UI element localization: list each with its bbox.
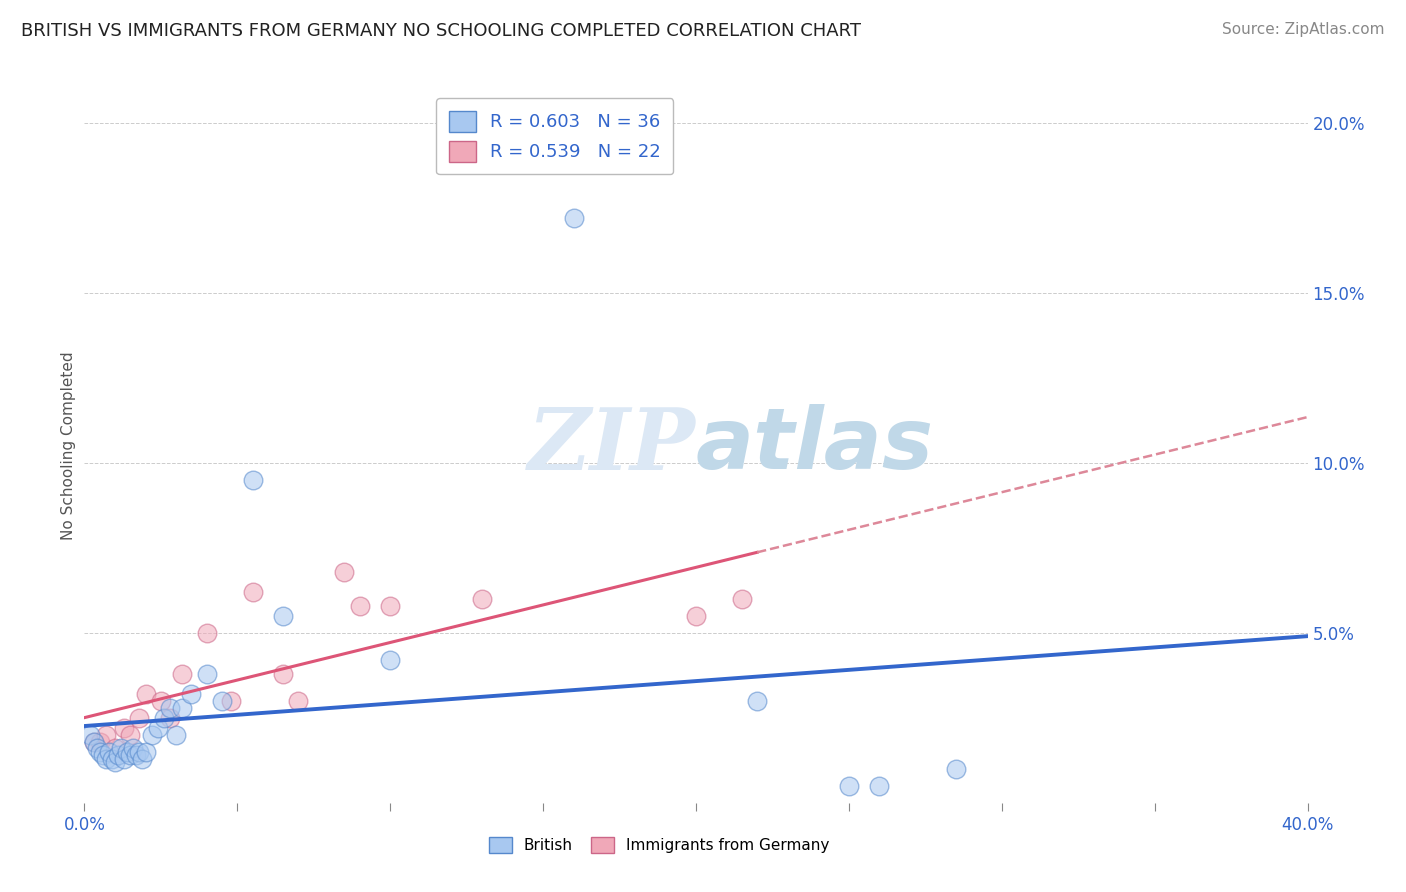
Point [242, 473, 264, 487]
Point [195, 666, 218, 681]
Point [180, 687, 202, 701]
Point [97, 745, 120, 759]
Text: Source: ZipAtlas.com: Source: ZipAtlas.com [1222, 22, 1385, 37]
Point [838, 779, 860, 793]
Point [242, 585, 264, 599]
Point [380, 653, 402, 667]
Point [91, 748, 114, 763]
Point [945, 762, 967, 776]
Point [83, 734, 105, 748]
Point [219, 694, 242, 708]
Point [104, 755, 127, 769]
Point [131, 751, 153, 765]
Point [380, 599, 402, 613]
Point [120, 728, 142, 742]
Point [107, 748, 129, 763]
Text: atlas: atlas [696, 404, 934, 488]
Point [125, 748, 148, 763]
Point [172, 700, 194, 714]
Point [89, 734, 111, 748]
Point [135, 745, 157, 759]
Text: ZIP: ZIP [529, 404, 696, 488]
Point [562, 211, 585, 226]
Point [115, 745, 138, 759]
Point [149, 694, 172, 708]
Point [287, 694, 309, 708]
Y-axis label: No Schooling Completed: No Schooling Completed [60, 351, 76, 541]
Point [159, 711, 181, 725]
Point [159, 700, 181, 714]
Point [89, 745, 111, 759]
Point [86, 741, 108, 756]
Point [731, 591, 754, 606]
Point [869, 779, 891, 793]
Point [83, 734, 105, 748]
Point [104, 741, 127, 756]
Point [122, 741, 145, 756]
Point [195, 626, 218, 640]
Point [128, 745, 150, 759]
Point [120, 748, 142, 763]
Point [101, 751, 124, 765]
Point [211, 694, 233, 708]
Point [271, 608, 294, 623]
Point [128, 711, 150, 725]
Point [79, 728, 101, 742]
Point [112, 751, 135, 765]
Text: BRITISH VS IMMIGRANTS FROM GERMANY NO SCHOOLING COMPLETED CORRELATION CHART: BRITISH VS IMMIGRANTS FROM GERMANY NO SC… [21, 22, 860, 40]
Point [685, 608, 707, 623]
Point [271, 666, 294, 681]
Point [146, 721, 169, 735]
Point [333, 565, 356, 579]
Point [112, 721, 135, 735]
Point [747, 694, 769, 708]
Legend: British, Immigrants from Germany: British, Immigrants from Germany [482, 830, 837, 859]
Point [94, 728, 117, 742]
Point [94, 751, 117, 765]
Point [471, 591, 494, 606]
Point [153, 711, 176, 725]
Point [110, 741, 132, 756]
Point [349, 599, 371, 613]
Point [172, 666, 194, 681]
Point [165, 728, 187, 742]
Point [135, 687, 157, 701]
Point [141, 728, 163, 742]
